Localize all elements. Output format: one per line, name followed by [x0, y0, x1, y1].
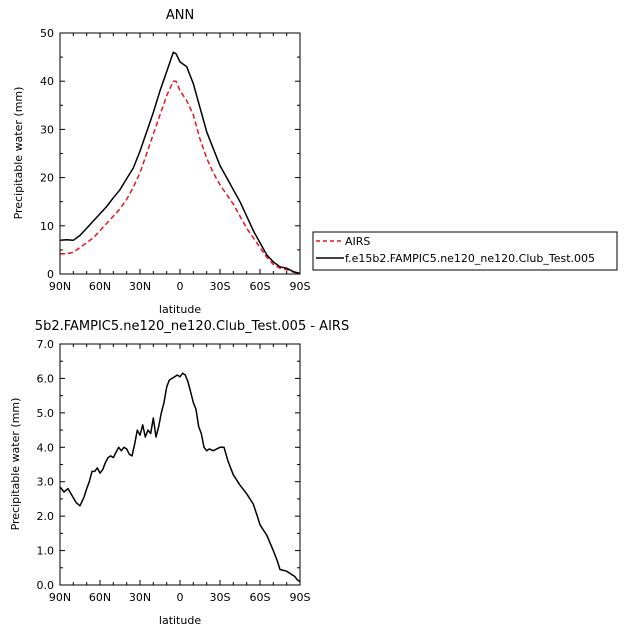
- x-tick-label: 90S: [290, 280, 311, 293]
- x-tick-label: 0: [177, 280, 184, 293]
- series-line-model: [59, 51, 301, 275]
- y-tick-label: 1.0: [37, 545, 55, 558]
- series-lines: [59, 372, 301, 583]
- x-axis-label: latitude: [159, 614, 201, 627]
- y-tick-label: 6.0: [37, 372, 55, 385]
- x-tick-label: 60N: [89, 591, 111, 604]
- series-lines: [59, 51, 301, 275]
- chart-title: ANN: [166, 8, 194, 23]
- x-tick-label: 60S: [250, 591, 271, 604]
- x-tick-labels: 90N 60N 30N 0 30S 60S 90S: [49, 591, 311, 604]
- y-tick-label: 5.0: [37, 407, 55, 420]
- x-tick-label: 60N: [89, 280, 111, 293]
- x-tick-label: 60S: [250, 280, 271, 293]
- chart-ann: ANN Precipitable water (mm) latitude 0 10…: [12, 8, 311, 316]
- legend-label-airs: AIRS: [345, 235, 370, 248]
- plot-frame: [59, 32, 301, 275]
- y-tick-label: 40: [40, 75, 54, 88]
- y-tick-label: 0.0: [37, 579, 55, 592]
- series-line-difference: [59, 372, 301, 583]
- y-tick-label: 0: [47, 268, 54, 281]
- y-tick-label: 4.0: [37, 441, 55, 454]
- x-tick-label: 30N: [129, 280, 151, 293]
- chart-difference: 5b2.FAMPIC5.ne120_ne120.Club_Test.005 - …: [9, 319, 349, 627]
- x-axis-label: latitude: [159, 303, 201, 316]
- y-tick-labels: 0.0 1.0 2.0 3.0 4.0 5.0 6.0 7.0: [37, 338, 55, 592]
- x-tick-label: 90N: [49, 280, 71, 293]
- x-tick-label: 90N: [49, 591, 71, 604]
- y-tick-label: 30: [40, 123, 54, 136]
- y-tick-label: 50: [40, 27, 54, 40]
- x-tick-label: 90S: [290, 591, 311, 604]
- y-axis-label: Precipitable water (mm): [9, 398, 22, 531]
- x-tick-label: 30S: [210, 280, 231, 293]
- y-tick-label: 2.0: [37, 510, 55, 523]
- series-line-airs: [60, 80, 301, 275]
- tick-marks: [59, 32, 301, 275]
- legend: AIRS f.e15b2.FAMPIC5.ne120_ne120.Club_Te…: [312, 231, 618, 271]
- x-tick-labels: 90N 60N 30N 0 30S 60S 90S: [49, 280, 311, 293]
- x-tick-label: 30N: [129, 591, 151, 604]
- y-tick-label: 3.0: [37, 476, 55, 489]
- legend-box: [312, 231, 618, 271]
- y-tick-label: 7.0: [37, 338, 55, 351]
- x-tick-label: 30S: [210, 591, 231, 604]
- y-axis-label: Precipitable water (mm): [12, 87, 25, 220]
- chart-title: 5b2.FAMPIC5.ne120_ne120.Club_Test.005 - …: [35, 319, 349, 334]
- legend-label-model: f.e15b2.FAMPIC5.ne120_ne120.Club_Test.00…: [345, 252, 595, 265]
- plot-frame: [59, 343, 301, 586]
- tick-marks: [59, 343, 301, 586]
- x-tick-label: 0: [177, 591, 184, 604]
- y-tick-label: 10: [40, 220, 54, 233]
- y-tick-labels: 0 10 20 30 40 50: [40, 27, 54, 281]
- y-tick-label: 20: [40, 172, 54, 185]
